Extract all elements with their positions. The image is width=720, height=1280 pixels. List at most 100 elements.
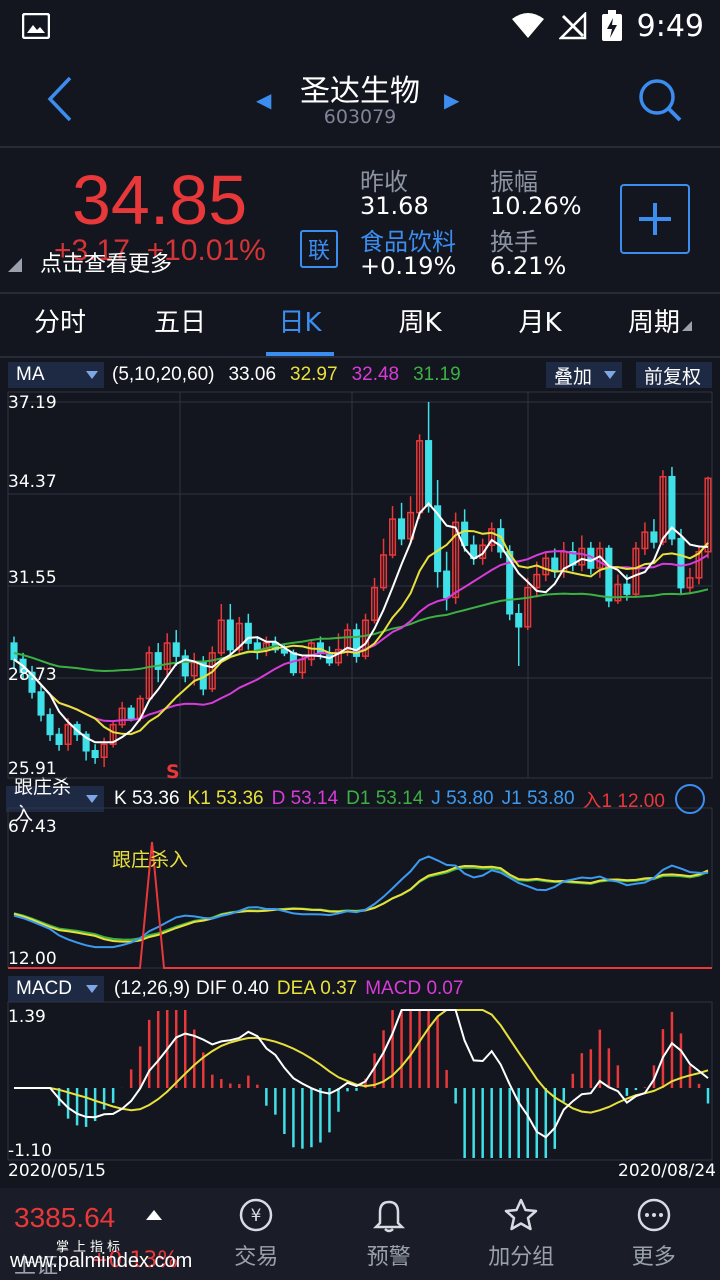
period-tabs: 分时 五日 日K 周K 月K 周期 — [0, 294, 720, 356]
nav-more-label: 更多 — [631, 1245, 676, 1270]
nav-more[interactable]: 更多 — [588, 1188, 720, 1280]
nav-trade[interactable]: ¥ 交易 — [190, 1188, 323, 1280]
macd-params: (12,26,9) — [114, 978, 191, 999]
wifi-icon — [511, 13, 544, 38]
dea-legend: DEA 0.37 — [276, 978, 358, 999]
j1-legend: J1 53.80 — [501, 788, 575, 809]
index-change: +0.13% — [90, 1248, 179, 1273]
price-change: +3.17 +10.01% — [54, 234, 266, 268]
add-watchlist-button[interactable] — [620, 184, 690, 254]
tap-more-link[interactable]: 点击查看更多 — [40, 252, 173, 277]
macd-indicator-dropdown[interactable]: MACD — [8, 976, 104, 1002]
nav-add-group[interactable]: 加分组 — [455, 1188, 588, 1280]
amplitude-label: 振幅 — [490, 168, 538, 196]
gallery-icon — [22, 13, 50, 39]
ma5-value: 33.06 — [228, 364, 277, 385]
ma5-line — [13, 502, 709, 744]
ma60-line — [13, 588, 709, 673]
candle-up — [632, 547, 640, 595]
candle-up — [686, 577, 694, 589]
ma-indicator-dropdown[interactable]: MA — [8, 362, 104, 388]
candle-down — [55, 733, 63, 745]
expand-corner-icon[interactable] — [8, 258, 22, 272]
lian-button[interactable]: 联 — [300, 230, 338, 268]
candle-down — [551, 557, 559, 573]
change-pct: +10.01% — [146, 234, 266, 267]
back-icon[interactable] — [40, 74, 80, 124]
amplitude-value: 10.26% — [490, 192, 582, 220]
k-line-chart[interactable]: 37.19 34.37 31.55 28.73 25.91 S 67.43 12… — [0, 0, 720, 1188]
indicator-settings-icon[interactable] — [675, 784, 705, 814]
signal-line — [8, 841, 712, 969]
macd-value-legend: MACD 0.07 — [365, 978, 464, 999]
macd-legend: MACD (12,26,9) DIF 0.40 DEA 0.37 MACD 0.… — [0, 974, 720, 1004]
index-up-icon — [146, 1210, 162, 1220]
quote-panel[interactable]: 34.85 +3.17 +10.01% 点击查看更多 联 昨收 31.68 食品… — [0, 148, 720, 292]
kdj-indicator-label: 跟庄杀入 — [14, 777, 72, 825]
candle-up — [190, 661, 198, 677]
candle-down — [434, 505, 442, 573]
bottom-nav: 3385.64 上证 +0.13% ¥ 交易 预警 加分组 更多 — [0, 1188, 720, 1280]
overlay-dropdown[interactable]: 叠加 — [546, 362, 622, 388]
period-caret-icon — [682, 321, 692, 331]
tab-five-day[interactable]: 五日 — [153, 308, 206, 338]
industry-change: +0.19% — [360, 252, 457, 280]
stock-code: 603079 — [323, 106, 397, 128]
candle-up — [389, 518, 397, 556]
candle-down — [91, 750, 99, 759]
prev-stock-icon[interactable]: ◀ — [256, 88, 272, 112]
candle-up — [578, 547, 586, 566]
star-icon — [505, 1198, 538, 1231]
date-start: 2020/05/15 — [8, 1161, 106, 1181]
macd-tick: 1.39 — [8, 1007, 46, 1027]
more-icon — [637, 1198, 670, 1232]
candle-up — [208, 652, 216, 690]
prev-close-value: 31.68 — [360, 192, 429, 220]
price-tick: 34.37 — [8, 472, 57, 492]
candle-down — [226, 619, 234, 651]
tab-period[interactable]: 周期 — [600, 294, 720, 356]
dif-legend: DIF 0.40 — [196, 978, 269, 999]
candle-down — [28, 671, 36, 693]
candle-up — [109, 723, 117, 745]
industry-link[interactable]: 食品饮料 — [360, 228, 456, 256]
index-ticker[interactable]: 3385.64 上证 +0.13% — [0, 1188, 190, 1280]
candle-up — [163, 642, 171, 670]
ma60-value: 31.19 — [413, 364, 461, 385]
tab-weekly-k[interactable]: 周K — [398, 308, 442, 338]
chevron-down-icon — [604, 371, 616, 379]
ma-indicator-label: MA — [16, 364, 45, 385]
candle-down — [352, 629, 361, 657]
chevron-down-icon — [86, 371, 98, 379]
candle-up — [695, 550, 703, 579]
candle-up — [542, 557, 550, 576]
search-icon[interactable] — [636, 76, 682, 122]
candle-down — [46, 714, 54, 736]
candle-up — [307, 642, 315, 661]
candle-up — [488, 528, 496, 546]
adjust-button[interactable]: 前复权 — [636, 362, 712, 388]
candle-down — [605, 547, 613, 602]
candle-up — [659, 475, 667, 543]
candle-up — [533, 573, 541, 589]
candle-down — [425, 440, 433, 507]
tab-daily-k[interactable]: 日K — [240, 294, 360, 356]
candle-up — [262, 642, 270, 651]
prev-close-label: 昨收 — [360, 168, 408, 196]
candle-down — [244, 622, 252, 644]
tab-intraday[interactable]: 分时 — [33, 308, 86, 338]
sell-marker: S — [166, 761, 180, 783]
ma10-line — [13, 529, 709, 736]
candle-up — [370, 586, 379, 622]
current-price: 34.85 — [72, 161, 248, 239]
tab-monthly-k[interactable]: 月K — [518, 308, 562, 338]
next-stock-icon[interactable]: ▶ — [444, 88, 460, 112]
candle-down — [181, 655, 189, 677]
candle-up — [145, 652, 153, 700]
price-tick: 37.19 — [8, 393, 57, 413]
candle-down — [154, 652, 162, 670]
candle-down — [82, 733, 90, 752]
yuan-exchange-icon: ¥ — [240, 1198, 273, 1232]
nav-alert[interactable]: 预警 — [323, 1188, 456, 1280]
nav-bar: ◀ 圣达生物 603079 ▶ — [0, 52, 720, 146]
